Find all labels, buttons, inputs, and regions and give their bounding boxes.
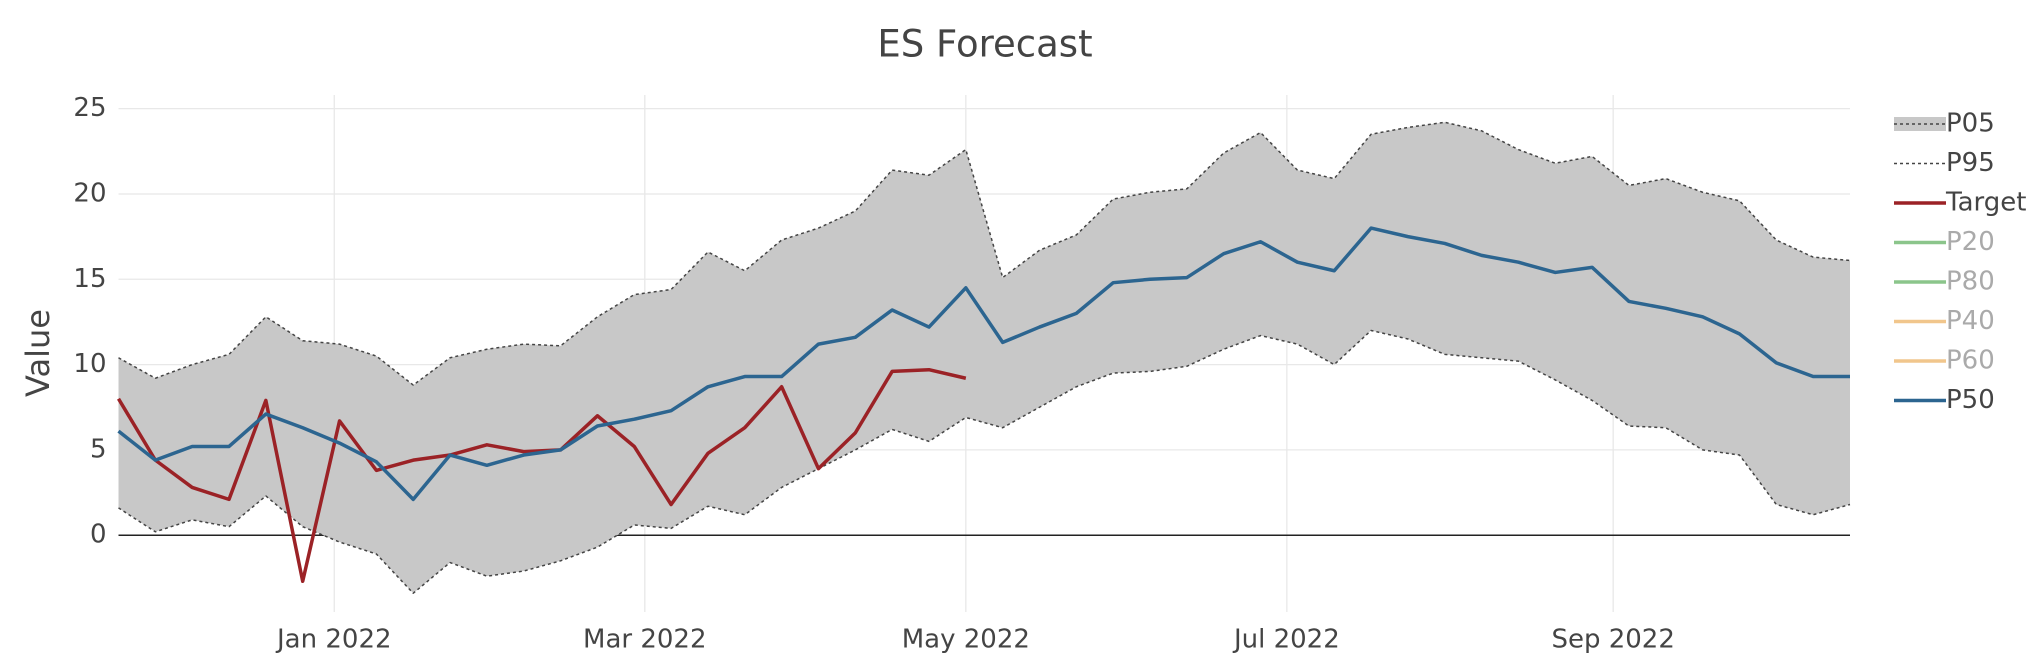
y-tick-label: 25: [73, 93, 106, 123]
y-tick-label: 5: [90, 434, 107, 464]
x-tick-label: Jul 2022: [1232, 625, 1340, 655]
x-tick-label: Sep 2022: [1551, 625, 1674, 655]
legend-label: P60: [1946, 346, 1995, 376]
legend-label: P95: [1946, 148, 1995, 178]
legend-label: P20: [1946, 227, 1995, 257]
y-tick-label: 20: [73, 178, 106, 208]
line: [118, 329, 1851, 594]
y-tick-label: 10: [73, 349, 106, 379]
line: [117, 226, 1850, 502]
legend-label: P50: [1946, 385, 1995, 415]
line: [118, 121, 1851, 386]
y-tick-label: 15: [73, 264, 106, 294]
x-tick-label: Jan 2022: [275, 625, 392, 655]
legend-label: P05: [1946, 109, 1995, 139]
legend-label: Target: [1945, 188, 2026, 218]
x-tick-label: May 2022: [902, 625, 1030, 655]
x-tick-label: Mar 2022: [583, 625, 707, 655]
chart-title: ES Forecast: [877, 23, 1092, 66]
legend-label: P80: [1946, 267, 1995, 297]
y-tick-label: 0: [90, 520, 107, 550]
legend-label: P40: [1946, 306, 1995, 336]
y-axis-label: Value: [19, 309, 57, 397]
